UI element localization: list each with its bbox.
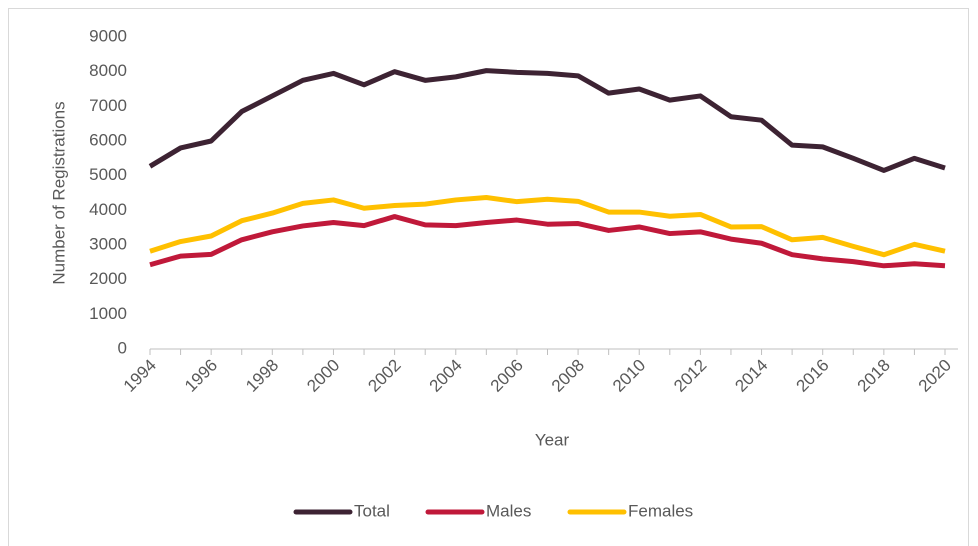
x-tick-label: 1996 bbox=[181, 356, 221, 396]
y-tick-label: 5000 bbox=[89, 165, 127, 184]
y-tick-label: 4000 bbox=[89, 200, 127, 219]
series-line bbox=[149, 214, 946, 269]
legend-label: Males bbox=[486, 501, 531, 520]
y-tick-label: 2000 bbox=[89, 269, 127, 288]
y-tick-label: 7000 bbox=[89, 96, 127, 115]
x-tick-label: 2018 bbox=[854, 356, 894, 396]
x-tick-label: 2000 bbox=[303, 356, 343, 396]
series-line bbox=[149, 195, 946, 258]
y-tick-label: 0 bbox=[118, 338, 127, 357]
y-tick-label: 8000 bbox=[89, 61, 127, 80]
x-axis-title: Year bbox=[535, 430, 570, 449]
x-tick-label: 1994 bbox=[120, 356, 160, 396]
legend-label: Females bbox=[628, 501, 693, 520]
x-tick-label: 2004 bbox=[426, 356, 466, 396]
x-tick-label: 2008 bbox=[548, 356, 588, 396]
y-tick-label: 1000 bbox=[89, 304, 127, 323]
x-tick-label: 2016 bbox=[793, 356, 833, 396]
chart-frame bbox=[8, 8, 969, 546]
x-tick-label: 2002 bbox=[364, 356, 404, 396]
x-tick-label: 1998 bbox=[242, 356, 282, 396]
x-tick-label: 2010 bbox=[609, 356, 649, 396]
x-tick-label: 2012 bbox=[670, 356, 710, 396]
x-tick-label: 2020 bbox=[915, 356, 955, 396]
legend-label: Total bbox=[354, 501, 390, 520]
y-tick-label: 9000 bbox=[89, 26, 127, 45]
y-tick-label: 3000 bbox=[89, 234, 127, 253]
y-axis-title: Number of Registrations bbox=[49, 101, 68, 284]
x-tick-label: 2006 bbox=[487, 356, 527, 396]
y-tick-label: 6000 bbox=[89, 130, 127, 149]
x-tick-label: 2014 bbox=[731, 356, 771, 396]
series-line bbox=[148, 68, 946, 173]
